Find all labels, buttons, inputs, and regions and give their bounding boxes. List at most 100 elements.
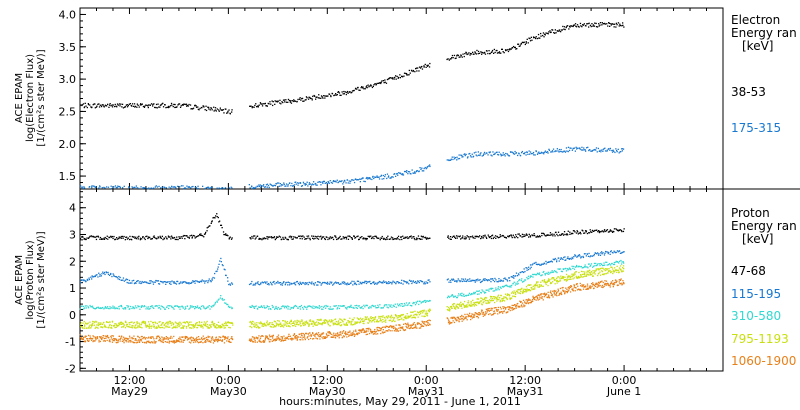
data-point — [493, 296, 495, 298]
data-point — [138, 282, 140, 284]
data-point — [484, 235, 486, 237]
data-point — [459, 235, 461, 237]
data-point — [289, 282, 291, 284]
data-point — [167, 235, 170, 237]
data-point — [599, 254, 602, 256]
data-point — [584, 271, 586, 273]
data-point — [493, 48, 495, 51]
data-point — [106, 272, 108, 274]
data-point — [328, 320, 330, 323]
proton-ylabel-line-1: ACE EPAM — [14, 255, 25, 305]
data-point — [300, 325, 302, 327]
data-point — [517, 237, 519, 239]
data-point — [609, 253, 611, 255]
data-point — [502, 285, 504, 288]
data-point — [223, 342, 226, 344]
data-point — [226, 340, 228, 342]
data-point — [124, 307, 127, 309]
data-point — [211, 323, 213, 326]
data-point — [80, 325, 82, 328]
data-point — [229, 284, 232, 286]
data-point — [346, 90, 349, 93]
data-point — [579, 22, 582, 25]
data-point — [202, 327, 204, 329]
data-point — [170, 335, 172, 338]
data-point — [274, 321, 276, 323]
data-point — [593, 230, 595, 232]
data-point — [201, 321, 203, 323]
data-point — [547, 234, 550, 236]
data-point — [538, 284, 541, 286]
data-point — [376, 176, 378, 178]
data-point — [393, 317, 395, 319]
data-point — [179, 237, 181, 239]
data-point — [134, 341, 136, 344]
data-point — [595, 262, 597, 265]
data-point — [102, 335, 105, 337]
data-point — [196, 280, 198, 282]
data-point — [366, 237, 368, 240]
data-point — [272, 236, 274, 239]
data-point — [380, 175, 382, 177]
data-point — [196, 326, 199, 329]
data-point — [94, 336, 97, 338]
data-point — [622, 265, 625, 267]
data-point — [523, 234, 525, 236]
data-point — [363, 238, 365, 240]
data-point — [299, 323, 301, 325]
data-point — [197, 336, 200, 338]
data-point — [417, 237, 419, 240]
data-point — [333, 282, 336, 284]
data-point — [308, 305, 311, 307]
data-point — [596, 264, 598, 266]
data-point — [344, 283, 346, 285]
data-point — [129, 235, 131, 238]
data-point — [274, 185, 277, 187]
data-point — [180, 327, 182, 329]
data-point — [154, 106, 156, 109]
data-point — [159, 340, 162, 342]
data-point — [284, 305, 286, 307]
data-point — [138, 340, 140, 342]
data-point — [161, 339, 163, 341]
data-point — [621, 261, 623, 263]
data-point — [161, 326, 164, 329]
data-point — [469, 52, 472, 55]
data-point — [386, 237, 388, 239]
data-point — [410, 173, 412, 175]
data-point — [159, 106, 161, 108]
data-point — [148, 327, 150, 329]
data-point — [286, 320, 289, 323]
data-point — [268, 186, 270, 189]
data-point — [272, 334, 274, 336]
data-point — [455, 308, 457, 310]
data-point — [502, 154, 504, 156]
data-point — [320, 181, 322, 183]
data-point — [476, 293, 479, 295]
data-point — [190, 337, 192, 339]
data-point — [270, 236, 273, 238]
data-point — [416, 238, 418, 241]
data-point — [332, 308, 334, 310]
data-point — [263, 306, 265, 309]
data-point — [515, 290, 518, 292]
proton-ylabel-line-3: [1/(cm²s ster MeV)] — [36, 231, 47, 328]
data-point — [565, 147, 568, 149]
data-point — [182, 306, 184, 308]
data-point — [305, 320, 308, 322]
data-point — [459, 303, 461, 305]
data-point — [415, 170, 417, 173]
data-point — [271, 284, 273, 286]
data-point — [321, 322, 323, 325]
data-point — [566, 278, 568, 280]
data-point — [543, 279, 546, 281]
data-point — [284, 236, 286, 238]
data-point — [596, 253, 598, 255]
data-point — [570, 25, 572, 27]
data-point — [253, 307, 255, 309]
data-point — [591, 150, 593, 152]
data-point — [323, 305, 326, 307]
data-point — [605, 261, 607, 263]
data-point — [112, 104, 114, 106]
data-point — [189, 307, 191, 309]
